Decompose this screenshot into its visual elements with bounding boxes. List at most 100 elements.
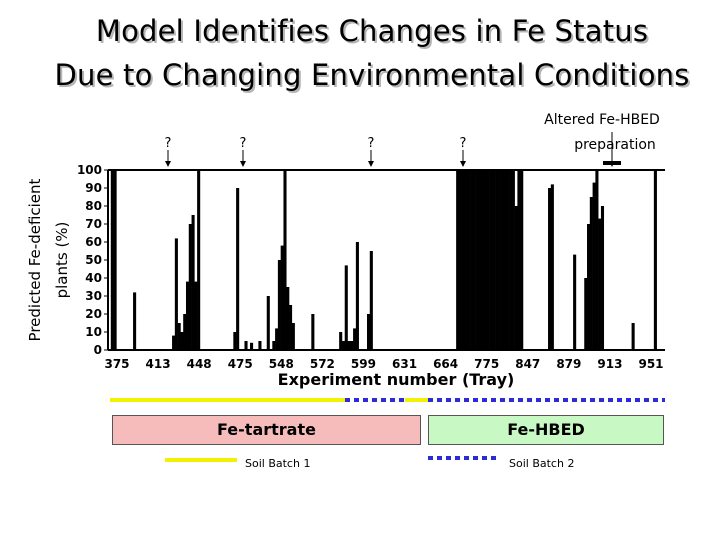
bar (185, 281, 190, 350)
y-tick-label: 60 (85, 235, 102, 249)
x-tick-label: 775 (474, 357, 499, 371)
bar (489, 170, 493, 350)
bar (595, 170, 599, 350)
x-tick-label: 913 (597, 357, 622, 371)
bar (548, 188, 552, 350)
bar (266, 296, 270, 350)
y-tick-label: 40 (85, 271, 102, 285)
question-arrow-head (368, 161, 374, 167)
bar (511, 170, 515, 350)
question-arrow-head (460, 161, 466, 167)
bar (172, 335, 176, 350)
bar (486, 170, 490, 350)
bar (483, 170, 488, 350)
bar (631, 323, 635, 350)
bar (456, 170, 460, 350)
bar (194, 281, 198, 350)
question-mark: ? (165, 136, 172, 151)
y-tick-label: 90 (85, 181, 102, 195)
bar (464, 170, 468, 350)
bar (458, 170, 462, 350)
bar (492, 170, 496, 350)
bar (311, 314, 315, 350)
question-mark: ? (240, 136, 247, 151)
bar (497, 170, 501, 350)
bar (183, 314, 187, 350)
bar (475, 170, 479, 350)
bar (133, 292, 137, 350)
bar (481, 170, 485, 350)
bar (272, 341, 276, 350)
fe-hbed-batch-box: Fe-HBED (428, 415, 664, 445)
y-axis-title-line-1: Predicted Fe-deficient (26, 178, 44, 341)
y-axis-title-line-2: plants (%) (53, 222, 71, 299)
bar (587, 224, 591, 350)
bar (506, 170, 510, 350)
bar (467, 170, 471, 350)
bar (598, 218, 602, 350)
bar (350, 341, 354, 350)
bar (197, 170, 201, 350)
bar (461, 170, 465, 350)
bar (509, 170, 513, 350)
bar (653, 170, 657, 350)
bar (275, 328, 279, 350)
x-tick-label: 951 (638, 357, 663, 371)
bar (355, 242, 359, 350)
bar (188, 224, 192, 350)
soil-batch-1-label: Soil Batch 1 (245, 457, 311, 470)
y-tick-label: 20 (85, 307, 102, 321)
bar (478, 170, 482, 350)
bar (110, 170, 114, 350)
question-arrow-head (165, 161, 171, 167)
y-tick-label: 70 (85, 217, 102, 231)
question-arrow-head (240, 161, 246, 167)
bar (113, 170, 117, 350)
bar (344, 265, 348, 350)
bar (550, 184, 554, 350)
bar (592, 182, 596, 350)
bar (514, 206, 518, 350)
bar (177, 323, 181, 350)
bar (339, 332, 343, 350)
y-tick-label: 80 (85, 199, 102, 213)
title-line-2: Due to Changing Environmental Conditions (54, 58, 690, 92)
x-tick-label: 448 (187, 357, 212, 371)
bar (584, 278, 588, 350)
fe-tartrate-batch-box: Fe-tartrate (112, 415, 421, 445)
bar (353, 328, 357, 350)
x-tick-label: 847 (515, 357, 540, 371)
bar (520, 170, 524, 350)
bar (517, 170, 521, 350)
x-tick-label: 375 (104, 357, 129, 371)
soil-batch-2-label: Soil Batch 2 (509, 457, 575, 470)
bar (500, 170, 504, 350)
bar (289, 305, 293, 350)
bar (244, 341, 248, 350)
x-tick-label: 413 (146, 357, 171, 371)
annotation-line-1: Altered Fe-HBED (544, 112, 660, 128)
x-tick-label: 664 (433, 357, 458, 371)
x-tick-label: 879 (556, 357, 581, 371)
bar (286, 287, 290, 350)
bar (258, 341, 262, 350)
chart-axes: 0 10 20 30 40 50 60 70 80 90 100 375 413 448 475 548 572… (26, 163, 665, 389)
bar (600, 206, 605, 350)
x-tick-label: 548 (269, 357, 294, 371)
y-tick-label: 100 (77, 163, 102, 177)
chart-annotations: ??? ? Altered Fe-HBED preparation (110, 112, 665, 462)
bar (280, 245, 284, 350)
x-axis-title: Experiment number (Tray) (278, 370, 515, 389)
bar (470, 170, 474, 350)
annotation-marker (603, 161, 621, 165)
y-tick-label: 30 (85, 289, 102, 303)
bar (233, 332, 237, 350)
question-mark: ? (368, 136, 375, 151)
y-tick-label: 50 (85, 253, 102, 267)
bar (277, 260, 281, 350)
bar (191, 215, 195, 350)
y-tick-label: 10 (85, 325, 102, 339)
bar (589, 197, 593, 350)
bar (236, 188, 240, 350)
